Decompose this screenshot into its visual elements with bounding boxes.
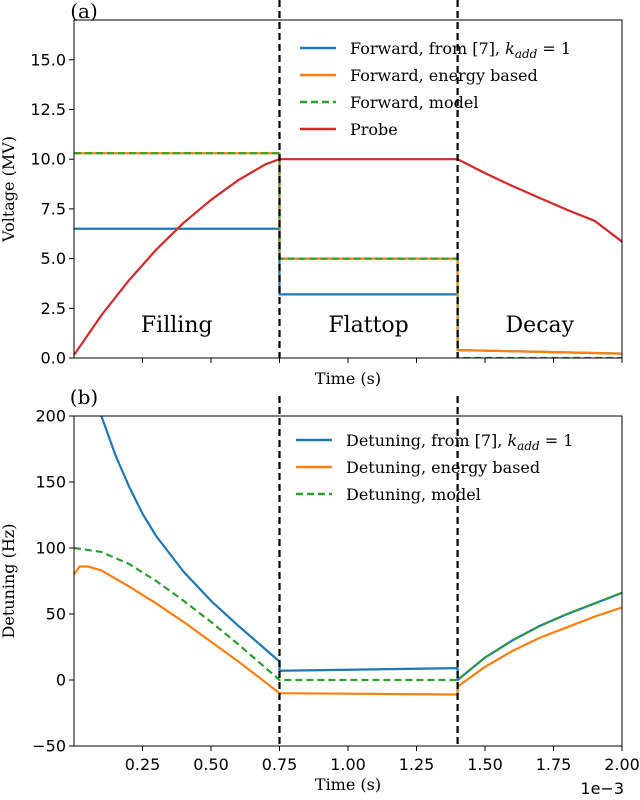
legend-entry-0: Forward, from [7], kadd = 1	[350, 39, 571, 61]
y-tick-label: 10.0	[30, 150, 66, 169]
legend-entry-1: Forward, energy based	[350, 66, 538, 85]
y-tick-label: −50	[32, 737, 66, 756]
y-tick-label: 15.0	[30, 50, 66, 69]
legend-entry-2: Detuning, model	[346, 485, 481, 504]
legend-entry-3: Probe	[350, 120, 398, 139]
y-tick-label: 0.0	[41, 349, 66, 368]
series-line-0	[100, 416, 622, 682]
series-line-2	[74, 152, 622, 358]
plot-area	[74, 152, 622, 358]
x-tick-label: 2.00	[604, 755, 640, 774]
y-tick-label: 2.5	[41, 299, 66, 318]
phase-region-label: Flattop	[328, 313, 408, 338]
y-tick-label: 7.5	[41, 199, 66, 218]
axes-frame	[73, 19, 623, 359]
x-tick-label: 0.50	[193, 755, 229, 774]
y-tick-label: 50	[46, 605, 66, 624]
legend: Detuning, from [7], kadd = 1 Detuning, en…	[296, 431, 573, 504]
x-tick-label: 1.00	[330, 755, 366, 774]
panel-b-detuning-chart: −50 0 50 100 150 200 0.25 0.50 0.75 1.00 1.25 1.50 1…	[0, 385, 640, 798]
x-tick-label: 0.25	[125, 755, 161, 774]
x-tick-label: 1.50	[467, 755, 503, 774]
legend-entry-0: Detuning, from [7], kadd = 1	[346, 431, 573, 453]
panel-a-voltage-chart: 0.0 2.5 5.0 7.5 10.0 12.5 15.0 Time (s) Voltage …	[0, 0, 623, 388]
panel-label: (a)	[70, 0, 98, 23]
x-tick-label: 1.75	[536, 755, 572, 774]
series-line-1	[74, 565, 622, 696]
y-axis-label: Detuning (Hz)	[0, 524, 18, 639]
series-line-2	[74, 546, 622, 682]
series-line-3	[74, 158, 622, 356]
y-tick-label: 200	[35, 407, 66, 426]
y-tick-label: 12.5	[30, 100, 66, 119]
y-tick-label: 0	[56, 671, 66, 690]
legend: Forward, from [7], kadd = 1 Forward, ener…	[300, 39, 571, 139]
panel-label: (b)	[70, 385, 98, 409]
y-tick-label: 5.0	[41, 249, 66, 268]
x-tick-label: 0.75	[262, 755, 298, 774]
x-offset-text: 1e−3	[580, 779, 624, 798]
x-axis-label: Time (s)	[315, 369, 381, 388]
phase-region-label: Filling	[141, 313, 213, 338]
y-axis-label: Voltage (MV)	[0, 136, 18, 243]
legend-entry-2: Forward, model	[350, 93, 478, 112]
y-tick-label: 150	[35, 473, 66, 492]
phase-region-label: Decay	[506, 313, 575, 338]
x-tick-label: 1.25	[399, 755, 435, 774]
y-tick-label: 100	[35, 539, 66, 558]
x-axis-label: Time (s)	[315, 775, 381, 794]
legend-entry-1: Detuning, energy based	[346, 458, 540, 477]
